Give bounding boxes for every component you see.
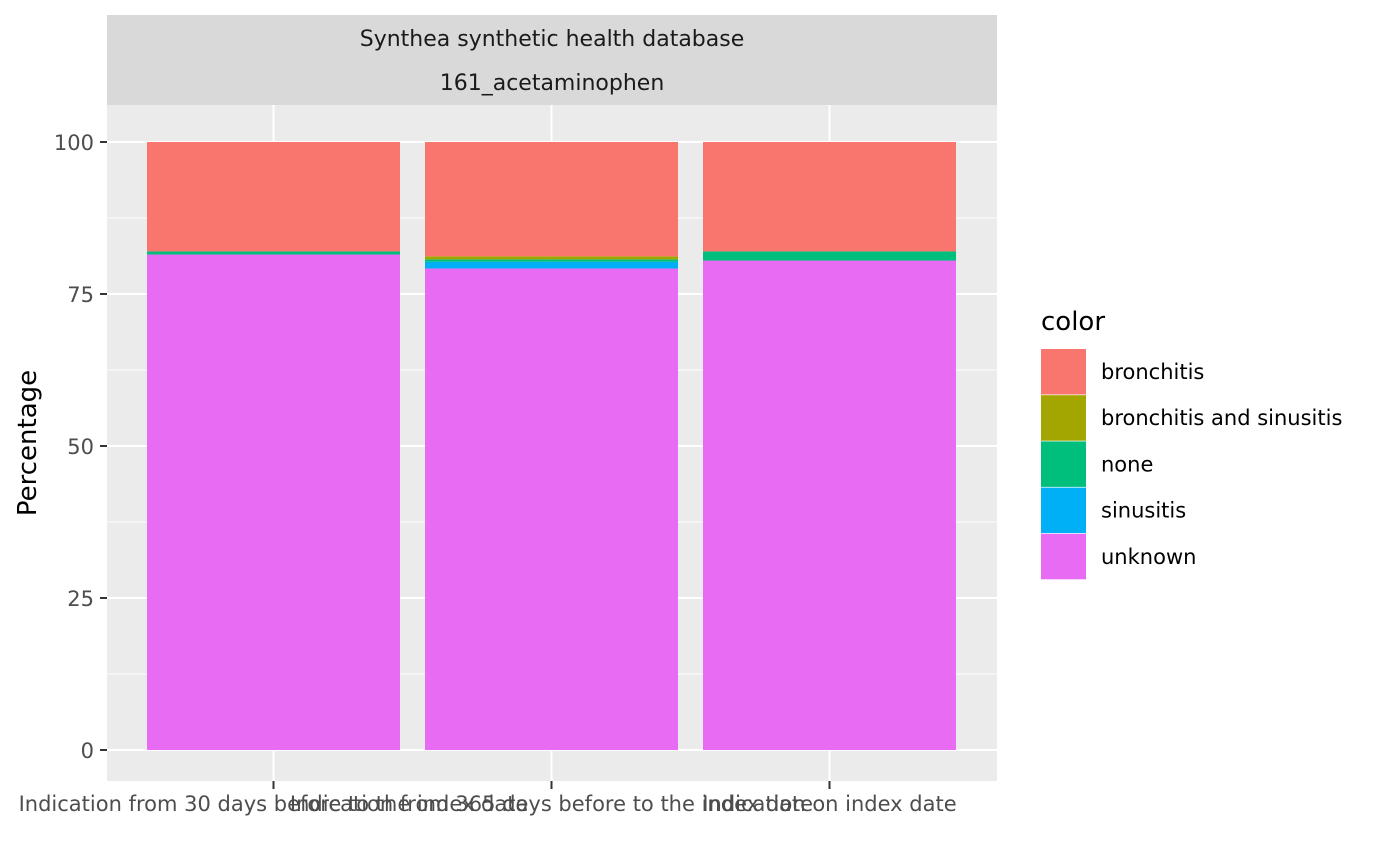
x-axis: Indication from 30 days before to the in… bbox=[19, 781, 957, 816]
y-axis: 0 25 50 75 100 bbox=[54, 131, 107, 763]
bar-segment-unknown bbox=[703, 260, 956, 750]
bar-segment-bronchitis bbox=[147, 142, 400, 252]
y-tick-label: 100 bbox=[54, 131, 94, 155]
legend-title: color bbox=[1041, 307, 1105, 337]
bar-segment-unknown bbox=[147, 254, 400, 751]
bar-segment-none bbox=[147, 251, 400, 255]
bars bbox=[147, 142, 956, 751]
x-tick-label: Indication on index date bbox=[702, 792, 956, 816]
legend-swatch bbox=[1041, 441, 1086, 487]
legend-swatch bbox=[1041, 349, 1086, 395]
y-axis-title: Percentage bbox=[13, 370, 43, 516]
y-tick-label: 25 bbox=[67, 587, 94, 611]
legend-swatch bbox=[1041, 395, 1086, 441]
legend-label: sinusitis bbox=[1101, 499, 1186, 523]
legend-label: bronchitis bbox=[1101, 360, 1204, 384]
legend: bronchitis bronchitis and sinusitis none si… bbox=[1041, 349, 1342, 580]
bar-segment-bronchitis bbox=[703, 142, 956, 252]
legend-swatch bbox=[1041, 487, 1086, 534]
facet-label-database: Synthea synthetic health database bbox=[360, 27, 745, 52]
legend-label: unknown bbox=[1101, 545, 1196, 569]
bar-segment-bronchitis-and-sinusitis bbox=[425, 256, 678, 260]
x-tick-label: Indication from 365 days before to the i… bbox=[290, 792, 813, 816]
bar-segment-sinusitis bbox=[425, 261, 678, 269]
legend-swatch bbox=[1041, 533, 1086, 580]
bar-segment-none bbox=[703, 251, 956, 261]
bar-segment-bronchitis bbox=[425, 142, 678, 257]
bar-segment-none bbox=[425, 259, 678, 262]
y-tick-label: 50 bbox=[67, 435, 94, 459]
y-tick-label: 0 bbox=[81, 739, 94, 763]
bar-segment-unknown bbox=[425, 268, 678, 750]
legend-label: bronchitis and sinusitis bbox=[1101, 406, 1342, 430]
y-tick-label: 75 bbox=[67, 283, 94, 307]
facet-label-drug: 161_acetaminophen bbox=[440, 71, 665, 96]
x-tick-label: Indication from 30 days before to the in… bbox=[19, 792, 529, 816]
legend-label: none bbox=[1101, 452, 1153, 476]
facet-strip bbox=[107, 15, 997, 105]
